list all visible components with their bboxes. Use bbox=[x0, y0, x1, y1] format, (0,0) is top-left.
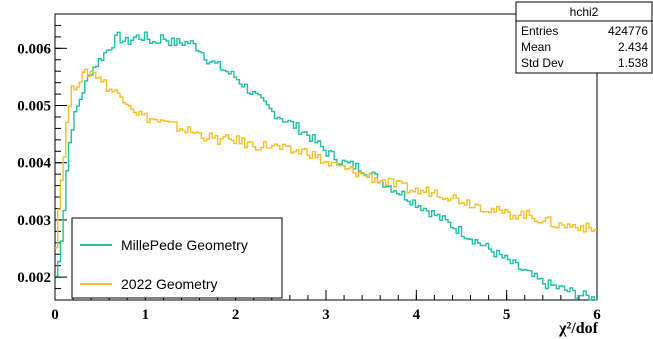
y-tick-label: 0.006 bbox=[17, 41, 51, 57]
legend-label-2022: 2022 Geometry bbox=[121, 276, 218, 292]
series-line-0 bbox=[55, 31, 597, 301]
x-tick-label: 5 bbox=[503, 307, 511, 323]
x-tick-label: 0 bbox=[51, 307, 59, 323]
stats-mean-label: Mean bbox=[521, 40, 551, 54]
stats-stddev-value: 1.538 bbox=[618, 56, 648, 70]
legend-label-millepede: MillePede Geometry bbox=[121, 237, 248, 253]
series-layer bbox=[55, 31, 597, 301]
y-tick-label: 0.005 bbox=[17, 99, 51, 115]
legend: MillePede Geometry 2022 Geometry bbox=[71, 217, 283, 299]
stats-mean-value: 2.434 bbox=[618, 40, 648, 54]
y-axis: 0.002 0.003 0.004 0.005 0.006 bbox=[17, 13, 67, 301]
x-tick-label: 4 bbox=[413, 307, 421, 323]
stats-entries-value: 424776 bbox=[608, 24, 648, 38]
x-tick-label: 6 bbox=[593, 307, 601, 323]
x-tick-label: 2 bbox=[232, 307, 240, 323]
series-line-1 bbox=[55, 68, 597, 249]
x-tick-label: 3 bbox=[322, 307, 330, 323]
stats-stddev-label: Std Dev bbox=[521, 56, 564, 70]
y-tick-label: 0.004 bbox=[17, 156, 51, 172]
x-axis-title: χ²/dof bbox=[558, 320, 599, 337]
y-tick-label: 0.002 bbox=[17, 270, 51, 286]
stats-entries-label: Entries bbox=[521, 24, 558, 38]
y-tick-label: 0.003 bbox=[17, 213, 51, 229]
stats-box-title: hchi2 bbox=[570, 5, 599, 19]
x-tick-label: 1 bbox=[142, 307, 150, 323]
stats-box: hchi2 Entries 424776 Mean 2.434 Std Dev … bbox=[515, 1, 653, 74]
